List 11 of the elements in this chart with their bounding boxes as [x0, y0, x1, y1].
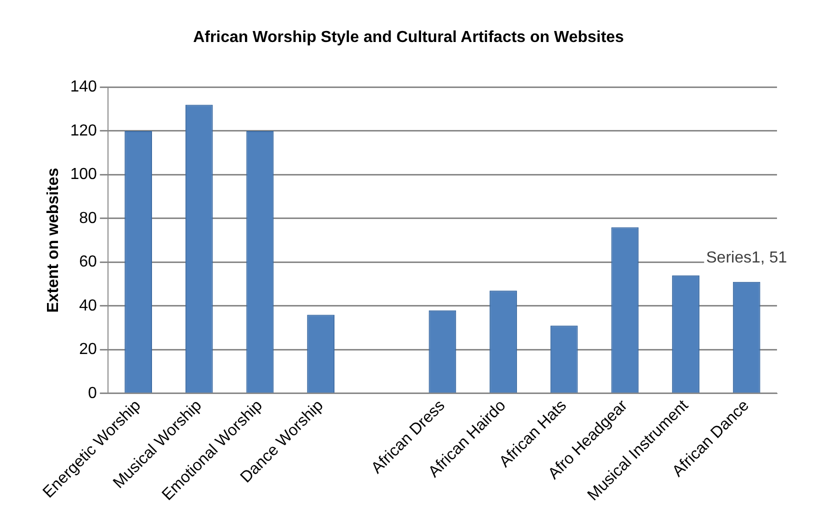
y-tick-label: 20 — [79, 341, 97, 358]
y-tick-label: 100 — [70, 166, 97, 184]
chart-title: African Worship Style and Cultural Artifacts on Websites — [193, 29, 624, 46]
y-axis-title: Extent on websites — [45, 168, 62, 313]
data-label: Series1, 51 — [706, 249, 788, 266]
y-tick-label: 120 — [70, 122, 97, 140]
y-tick-label: 140 — [70, 78, 97, 96]
y-tick-label: 0 — [88, 384, 97, 402]
y-tick-label: 80 — [79, 210, 97, 227]
y-tick-label: 60 — [79, 254, 97, 271]
y-tick-label: 40 — [79, 297, 97, 314]
